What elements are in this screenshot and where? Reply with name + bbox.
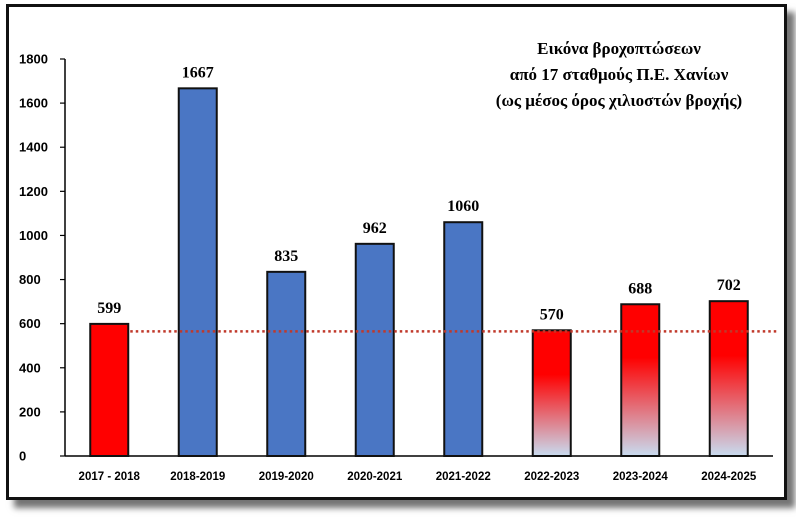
x-category-label: 2024-2025: [701, 471, 757, 483]
y-tick-label: 400: [19, 360, 41, 375]
chart-title-line: Εικόνα βροχοπτώσεων: [537, 39, 701, 58]
x-category-label: 2018-2019: [170, 471, 225, 483]
y-tick-label: 1600: [19, 96, 48, 111]
chart-title: Εικόνα βροχοπτώσεων από 17 σταθμούς Π.Ε. …: [496, 39, 742, 110]
bars: [89, 87, 749, 458]
data-label: 702: [717, 277, 741, 294]
bar-2022-2023: [531, 329, 572, 457]
data-label: 570: [540, 306, 564, 323]
x-axis: 2017 - 2018 2018-2019 2019-2020 2020-2021 20…: [79, 471, 757, 483]
bar-2017-2018: [89, 322, 130, 457]
x-category-label: 2019-2020: [259, 471, 314, 483]
y-tick-label: 1800: [19, 52, 48, 67]
bar-2023-2024: [620, 303, 661, 457]
rainfall-bar-chart: 0 200 400 600 800 1000 1200 1400 1600 1800 599 166…: [19, 39, 779, 483]
y-tick-label: 1400: [19, 140, 48, 155]
data-label: 835: [274, 248, 298, 265]
chart-title-line: (ως μέσος όρος χιλιοστών βροχής): [496, 91, 742, 110]
data-label: 599: [97, 300, 121, 317]
x-category-label: 2017 - 2018: [79, 471, 141, 483]
chart-title-line: από 17 σταθμούς Π.Ε. Χανίων: [510, 65, 729, 84]
x-category-label: 2020-2021: [347, 471, 403, 483]
y-tick-label: 1000: [19, 228, 48, 243]
bar-2020-2021: [354, 242, 395, 457]
chart-frame: 0 200 400 600 800 1000 1200 1400 1600 1800 599 166…: [6, 4, 787, 500]
data-label: 1667: [182, 64, 214, 81]
y-tick-label: 600: [19, 316, 41, 331]
x-category-label: 2023-2024: [613, 471, 669, 483]
data-label: 1060: [447, 198, 479, 215]
y-tick-label: 1200: [19, 184, 48, 199]
bar-2024-2025: [708, 300, 749, 458]
data-label: 962: [363, 220, 387, 237]
y-tick-label: 0: [19, 449, 26, 464]
bar-2021-2022: [443, 221, 484, 457]
x-category-label: 2022-2023: [524, 471, 579, 483]
bar-2019-2020: [266, 270, 307, 458]
y-tick-label: 800: [19, 272, 41, 287]
x-category-label: 2021-2022: [436, 471, 491, 483]
data-label: 688: [628, 280, 652, 297]
y-tick-label: 200: [19, 404, 41, 419]
bar-2018-2019: [177, 87, 218, 457]
data-labels: 599 1667 835 962 1060 570 688 702: [97, 64, 741, 323]
